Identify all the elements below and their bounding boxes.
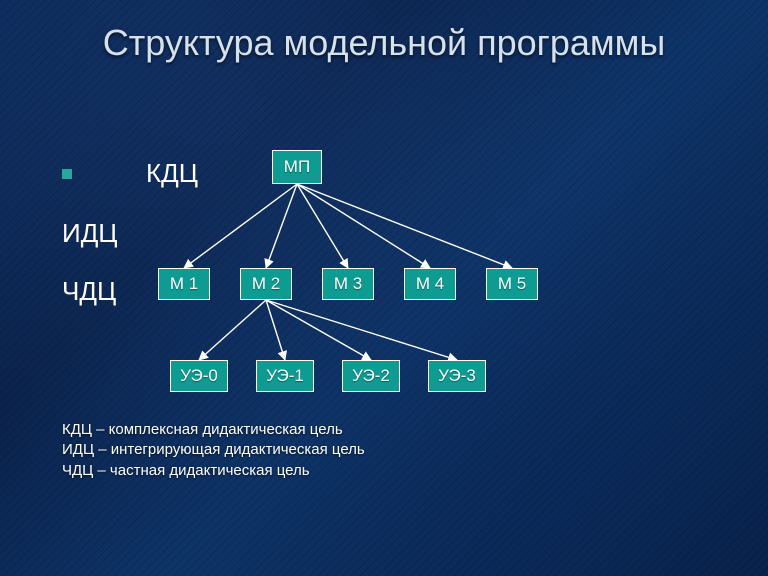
label-kdc: КДЦ	[86, 158, 198, 189]
edge	[297, 184, 430, 268]
node-ue3: УЭ-3	[428, 360, 486, 392]
node-m4: М 4	[404, 268, 456, 300]
edge	[266, 300, 285, 360]
edge	[297, 184, 348, 268]
node-ue0: УЭ-0	[170, 360, 228, 392]
node-m1: М 1	[158, 268, 210, 300]
node-m3: М 3	[322, 268, 374, 300]
label-kdc-row: КДЦ	[62, 158, 198, 189]
node-ue2: УЭ-2	[342, 360, 400, 392]
bullet-icon	[62, 169, 72, 179]
node-m2: М 2	[240, 268, 292, 300]
label-chdc: ЧДЦ	[62, 276, 116, 307]
edge	[184, 184, 297, 268]
node-root: МП	[272, 150, 322, 184]
edge	[199, 300, 266, 360]
edge	[297, 184, 512, 268]
edge	[266, 300, 457, 360]
legend: КДЦ – комплексная дидактическая цель ИДЦ…	[62, 420, 365, 481]
node-m5: М 5	[486, 268, 538, 300]
node-ue1: УЭ-1	[256, 360, 314, 392]
legend-line: ЧДЦ – частная дидактическая цель	[62, 461, 365, 481]
legend-line: ИДЦ – интегрирующая дидактическая цель	[62, 440, 365, 460]
legend-line: КДЦ – комплексная дидактическая цель	[62, 420, 365, 440]
slide: Структура модельной программы КДЦ ИДЦ ЧД…	[0, 0, 768, 576]
edge	[266, 300, 371, 360]
label-idc: ИДЦ	[62, 218, 118, 249]
edge	[266, 184, 297, 268]
slide-title: Структура модельной программы	[0, 22, 768, 64]
